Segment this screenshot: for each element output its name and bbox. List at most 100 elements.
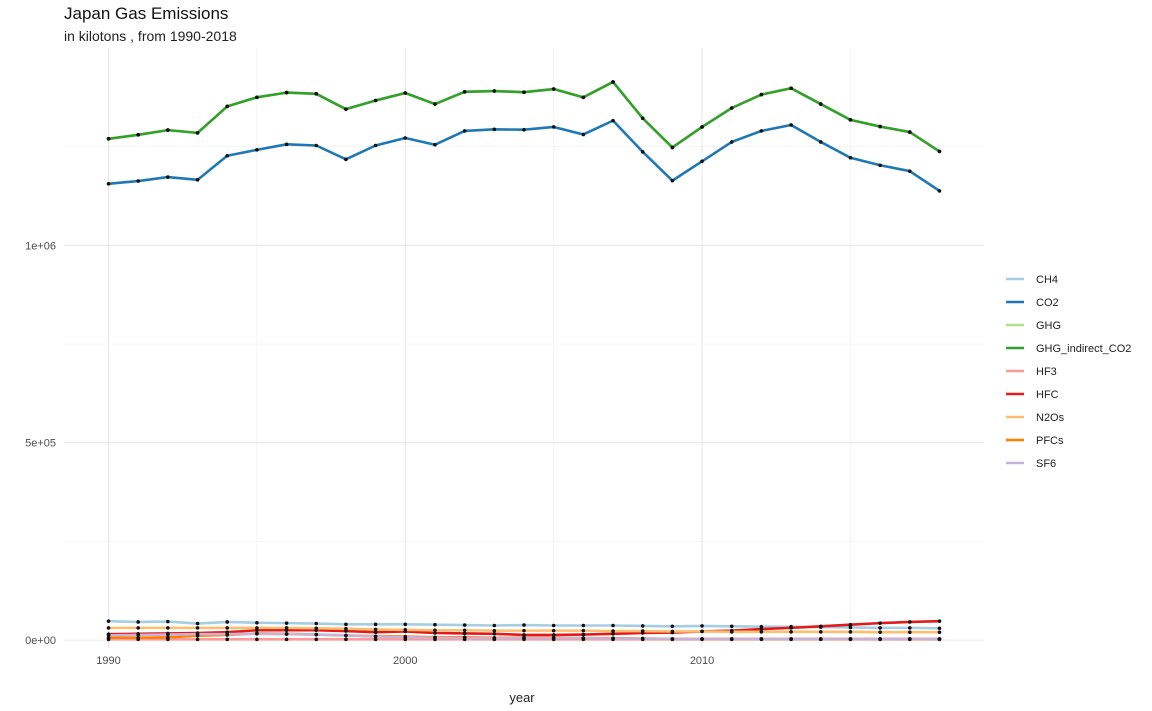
data-point-ghg-indirect-co2 [373,98,378,103]
data-point-co2 [818,140,823,144]
data-point-ch4 [581,623,586,628]
data-point-hf3 [373,637,378,642]
data-point-n2os [700,629,704,634]
data-point-co2 [611,118,615,123]
data-point-hf3 [255,637,259,642]
data-point-ghg-indirect-co2 [344,107,348,111]
data-point-hf3 [195,637,200,642]
data-point-sf6 [284,632,289,636]
data-point-ch4 [344,622,348,627]
data-point-hfc [522,633,526,637]
data-point-n2os [314,626,319,631]
data-point-co2 [729,140,734,144]
data-point-sf6 [522,636,526,640]
grid-lines [64,48,984,648]
data-point-ch4 [106,619,111,623]
data-point-n2os [373,627,378,632]
data-point-ghg-indirect-co2 [878,124,882,129]
data-point-ghg-indirect-co2 [255,95,259,100]
data-point-sf6 [640,636,645,641]
data-point-ch4 [729,624,734,629]
legend-label: GHG_indirect_CO2 [1036,343,1131,355]
data-point-ghg-indirect-co2 [581,95,586,100]
data-point-sf6 [344,633,348,638]
data-point-n2os [581,628,586,633]
data-point-n2os [106,626,111,630]
data-point-sf6 [314,632,319,637]
data-point-sf6 [878,637,882,641]
data-point-sf6 [136,633,140,637]
data-point-ghg-indirect-co2 [759,92,764,97]
data-point-hf3 [225,637,230,642]
data-point-sf6 [195,632,200,636]
data-point-ghg-indirect-co2 [937,149,942,154]
data-point-ch4 [878,626,882,630]
y-tick-label: 1e+06 [25,240,56,252]
data-point-ch4 [522,623,526,627]
data-point-co2 [908,169,912,173]
axes: 0e+00 5e+05 1e+06 1990 2000 2010 [25,240,714,667]
legend-label: PFCs [1036,435,1064,447]
data-point-hfc [462,631,467,636]
data-point-co2 [314,143,319,148]
legend-item-ghg: GHG [1006,320,1061,332]
data-point-sf6 [492,636,497,640]
data-point-ch4 [433,622,437,627]
data-point-n2os [462,628,467,633]
data-point-ch4 [848,625,853,630]
data-point-sf6 [403,635,408,640]
legend-item-sf6: SF6 [1006,458,1056,470]
data-point-co2 [284,142,289,147]
chart-subtitle: in kilotons , from 1990-2018 [64,28,237,44]
data-point-pfcs [136,635,140,640]
data-point-co2 [106,181,111,186]
data-point-sf6 [166,632,170,637]
data-point-hfc [789,626,793,630]
data-point-n2os [492,628,497,633]
legend-label: GHG [1036,320,1061,332]
data-point-n2os [166,626,170,630]
data-point-n2os [818,630,823,634]
data-point-ghg-indirect-co2 [433,102,437,106]
data-point-ch4 [640,624,645,628]
data-point-hf3 [314,637,319,642]
data-point-ch4 [284,621,289,625]
data-point-n2os [670,629,675,634]
data-point-sf6 [433,635,437,640]
data-point-ghg-indirect-co2 [136,133,140,137]
legend-label: CO2 [1036,297,1059,309]
data-point-sf6 [759,637,764,641]
data-point-ghg-indirect-co2 [848,118,853,122]
data-point-hfc [492,631,497,636]
x-tick-label: 1990 [96,655,120,667]
data-point-ch4 [492,623,497,628]
data-point-n2os [136,626,140,630]
data-point-co2 [551,125,556,129]
data-point-ghg-indirect-co2 [670,145,675,150]
data-point-co2 [848,155,853,160]
data-point-sf6 [937,637,942,641]
data-point-co2 [581,132,586,137]
legend-label: HF3 [1036,366,1057,378]
data-point-co2 [433,142,437,147]
data-point-co2 [878,163,882,168]
y-tick-label: 0e+00 [25,635,56,647]
data-point-hf3 [284,637,289,642]
data-point-ch4 [255,620,259,625]
data-point-ghg-indirect-co2 [106,136,111,141]
data-point-ghg-indirect-co2 [314,91,319,96]
data-point-ghg-indirect-co2 [729,106,734,110]
data-point-ch4 [373,622,378,627]
data-point-n2os [878,630,882,635]
data-point-ch4 [551,623,556,628]
data-point-n2os [759,630,764,634]
data-point-co2 [166,175,170,179]
data-point-co2 [195,178,200,182]
data-point-ghg-indirect-co2 [166,128,170,132]
data-point-hfc [848,622,853,627]
data-point-hfc [818,624,823,629]
data-point-hfc [433,631,437,635]
data-point-n2os [640,629,645,633]
data-point-sf6 [373,634,378,639]
data-point-sf6 [729,637,734,641]
